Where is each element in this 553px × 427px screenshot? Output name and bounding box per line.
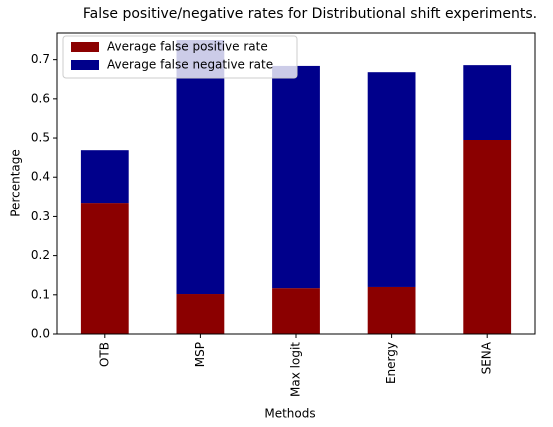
y-tick-label: 0.6	[31, 91, 50, 105]
y-tick-label: 0.0	[31, 327, 50, 341]
bar-segment	[80, 203, 129, 334]
x-tick-label: Energy	[384, 342, 398, 384]
y-tick-label: 0.7	[31, 52, 50, 66]
bar-segment	[176, 294, 225, 334]
bar-segment	[272, 288, 320, 334]
legend-swatch	[71, 42, 99, 52]
plot-frame	[56, 32, 536, 335]
bar-segment	[80, 150, 129, 204]
y-axis-label: Percentage	[9, 149, 23, 217]
chart-title: False positive/negative rates for Distri…	[83, 6, 537, 22]
bar-segment	[176, 40, 225, 295]
x-tick-label: SENA	[480, 341, 494, 374]
legend-swatch	[71, 60, 99, 70]
x-tick-label: Max logit	[289, 342, 303, 397]
x-tick-label: MSP	[193, 342, 207, 367]
y-tick-label: 0.2	[31, 248, 50, 262]
bar-segment	[463, 65, 512, 140]
bar-segment	[463, 139, 512, 334]
y-tick-label: 0.5	[31, 131, 50, 145]
bar-segment	[367, 286, 416, 334]
y-tick-label: 0.4	[31, 170, 50, 184]
legend-label: Average false positive rate	[107, 40, 268, 54]
legend-label: Average false negative rate	[107, 58, 273, 72]
y-tick-label: 0.3	[31, 209, 50, 223]
x-axis-label: Methods	[264, 407, 315, 421]
bar-segment	[367, 72, 416, 287]
x-tick-label: OTB	[97, 342, 111, 367]
legend-box	[62, 35, 298, 79]
bar-segment	[272, 65, 320, 289]
y-tick-label: 0.1	[31, 287, 50, 301]
